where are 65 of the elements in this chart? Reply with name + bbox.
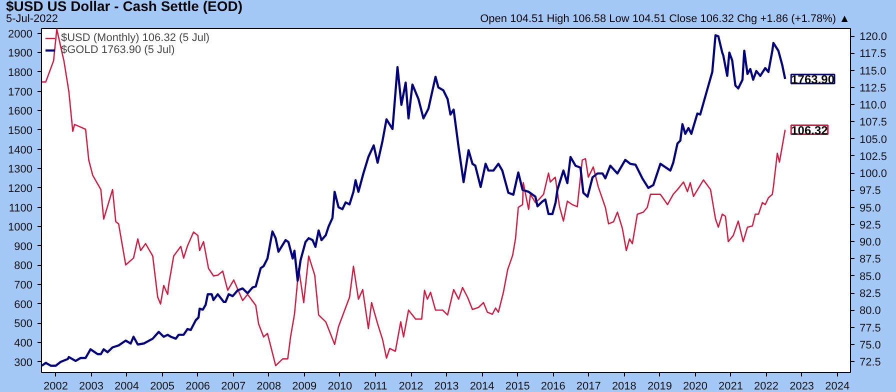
x-tick-label: 2008 bbox=[256, 380, 282, 392]
y-tick-label: 1100 bbox=[8, 202, 32, 214]
y2-tick-label: 82.5 bbox=[860, 288, 881, 300]
x-tick-label: 2020 bbox=[683, 380, 708, 392]
y-tick-label: 700 bbox=[14, 280, 33, 292]
y2-tick-label: 80.0 bbox=[860, 305, 881, 318]
y-tick-label: 1500 bbox=[8, 124, 33, 137]
y2-tick-label: 120.0 bbox=[860, 31, 888, 44]
y2-tick-label: 75.0 bbox=[860, 339, 881, 352]
y2-tick-label: 100.0 bbox=[860, 168, 888, 180]
y2-tick-label: 77.5 bbox=[860, 322, 881, 334]
x-tick-label: 2003 bbox=[79, 380, 104, 392]
y2-tick-label: 87.5 bbox=[860, 254, 881, 266]
y2-tick-label: 105.0 bbox=[860, 134, 888, 146]
x-tick-label: 2021 bbox=[718, 380, 744, 392]
y-tick-label: 2000 bbox=[8, 28, 33, 40]
x-tick-label: 2007 bbox=[221, 380, 246, 392]
x-tick-label: 2016 bbox=[540, 380, 566, 392]
y2-tick-label: 90.0 bbox=[860, 236, 881, 249]
y2-tick-label: 107.5 bbox=[860, 116, 888, 129]
y-tick-label: 1900 bbox=[8, 48, 33, 60]
y-tick-label: 600 bbox=[14, 298, 33, 311]
x-tick-label: 2023 bbox=[790, 380, 814, 392]
x-tick-label: 2004 bbox=[114, 380, 140, 392]
x-tick-label: 2009 bbox=[292, 380, 317, 392]
y2-tick-label: 95.0 bbox=[860, 202, 881, 214]
y2-tick-label: 117.5 bbox=[860, 48, 886, 60]
y2-tick-label: 72.5 bbox=[860, 356, 881, 369]
chart-title: $USD US Dollar - Cash Settle (EOD) bbox=[6, 0, 244, 14]
legend-label: $USD (Monthly) 106.32 (5 Jul) bbox=[61, 32, 210, 44]
y-tick-label: 1200 bbox=[8, 182, 33, 195]
y-tick-label: 400 bbox=[14, 338, 33, 350]
y-tick-label: 1300 bbox=[8, 164, 33, 176]
y2-tick-label: 85.0 bbox=[860, 270, 881, 283]
y2-tick-label: 112.5 bbox=[860, 82, 886, 94]
x-tick-label: 2022 bbox=[754, 380, 779, 392]
y-tick-label: 1700 bbox=[8, 86, 33, 98]
x-tick-label: 2014 bbox=[470, 380, 494, 392]
x-tick-label: 2024 bbox=[825, 380, 850, 392]
y2-tick-label: 110.0 bbox=[860, 100, 886, 112]
x-tick-label: 2011 bbox=[364, 380, 388, 392]
x-tick-label: 2010 bbox=[328, 380, 352, 392]
x-tick-label: 2017 bbox=[576, 380, 601, 392]
y-tick-label: 900 bbox=[14, 240, 33, 253]
y-tick-label: 1400 bbox=[8, 144, 33, 156]
x-tick-label: 2018 bbox=[612, 380, 636, 392]
x-tick-label: 2015 bbox=[505, 380, 530, 392]
y-tick-label: 1000 bbox=[8, 222, 33, 234]
x-tick-label: 2013 bbox=[434, 380, 459, 392]
y-tick-label: 1800 bbox=[8, 66, 33, 79]
y2-tick-label: 115.0 bbox=[860, 65, 886, 78]
x-tick-label: 2005 bbox=[150, 380, 175, 392]
y2-tick-label: 102.5 bbox=[860, 150, 888, 163]
y-tick-label: 300 bbox=[14, 356, 33, 369]
y-tick-label: 800 bbox=[14, 260, 33, 272]
y2-tick-label: 97.5 bbox=[860, 185, 881, 198]
chart-subtitle: 5-Jul-2022 bbox=[6, 13, 58, 25]
x-tick-label: 2002 bbox=[43, 380, 68, 392]
x-tick-label: 2012 bbox=[398, 380, 424, 392]
y-tick-label: 500 bbox=[14, 318, 33, 330]
x-tick-label: 2019 bbox=[647, 380, 672, 392]
y-tick-label: 1600 bbox=[8, 106, 33, 118]
x-tick-label: 2006 bbox=[186, 380, 210, 392]
text: Open 104.51 High 106.58 Low 104.51 Close 106.32 Chg +1.86 (+1.78%) ▲ bbox=[480, 13, 850, 25]
y2-tick-label: 92.5 bbox=[860, 219, 881, 232]
